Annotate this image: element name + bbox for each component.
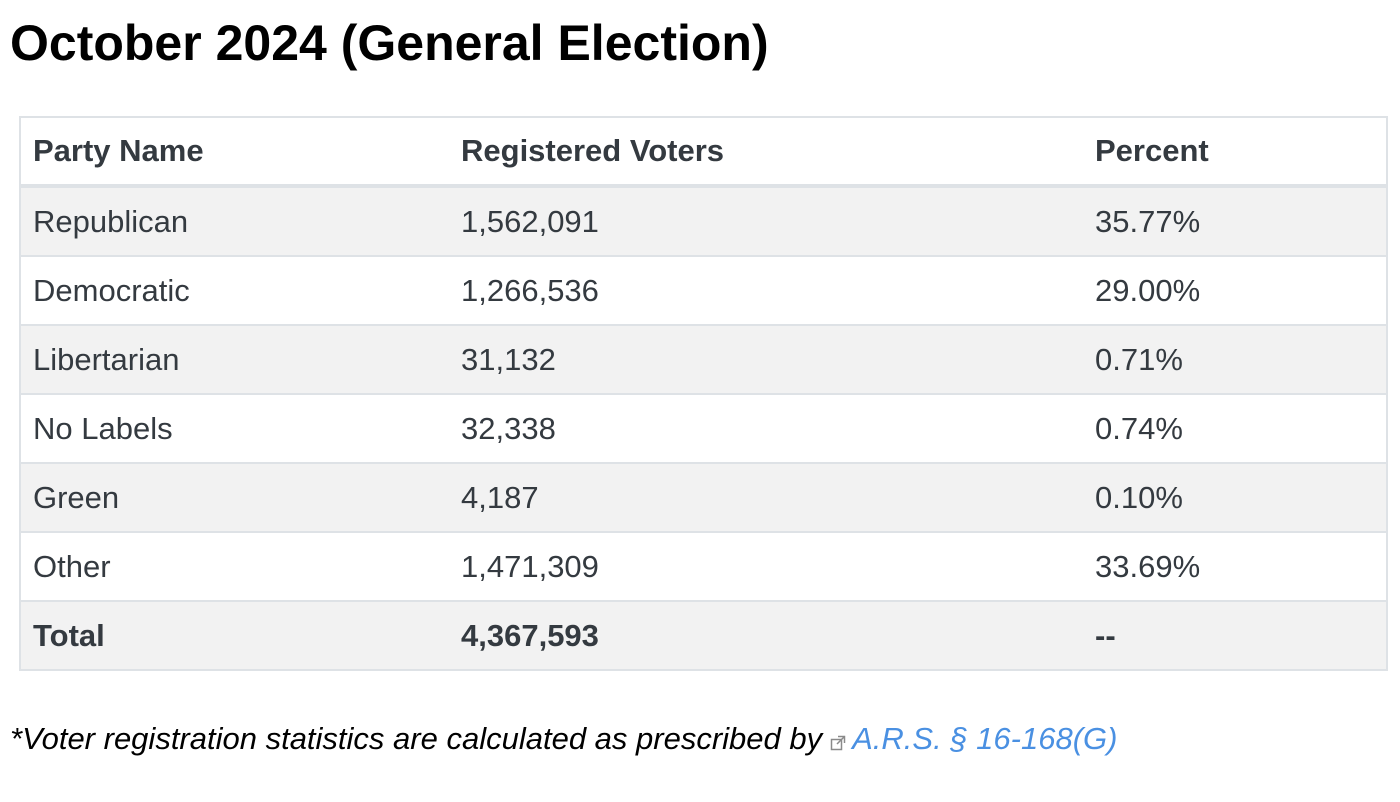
registered-voters-cell: 4,187 xyxy=(449,462,1083,533)
ars-16-168-link[interactable]: A.R.S. § 16-168(G) xyxy=(852,721,1118,756)
party-name-cell: No Labels xyxy=(19,393,449,464)
table-row: Democratic 1,266,536 29.00% xyxy=(19,255,1388,326)
table-row: Republican 1,562,091 35.77% xyxy=(19,185,1388,257)
header-percent: Percent xyxy=(1083,116,1388,188)
table-row: Green 4,187 0.10% xyxy=(19,462,1388,533)
header-party-name: Party Name xyxy=(19,116,449,188)
registered-voters-cell: 1,562,091 xyxy=(449,185,1083,257)
percent-cell: 29.00% xyxy=(1083,255,1388,326)
registered-voters-cell: 31,132 xyxy=(449,324,1083,395)
footnote-text: *Voter registration statistics are calcu… xyxy=(10,721,823,756)
party-name-cell: Democratic xyxy=(19,255,449,326)
total-row: Total 4,367,593 -- xyxy=(19,600,1388,671)
header-registered-voters: Registered Voters xyxy=(449,116,1083,188)
percent-cell: 0.74% xyxy=(1083,393,1388,464)
registered-voters-cell: 32,338 xyxy=(449,393,1083,464)
total-percent-cell: -- xyxy=(1083,600,1388,671)
percent-cell: 0.71% xyxy=(1083,324,1388,395)
external-link-icon xyxy=(830,720,846,751)
footnote: *Voter registration statistics are calcu… xyxy=(10,718,1117,760)
registered-voters-cell: 1,471,309 xyxy=(449,531,1083,602)
voter-registration-table-container: Party Name Registered Voters Percent Rep… xyxy=(19,116,1388,671)
page-title: October 2024 (General Election) xyxy=(10,15,769,71)
party-name-cell: Republican xyxy=(19,185,449,257)
table-row: Other 1,471,309 33.69% xyxy=(19,531,1388,602)
registered-voters-cell: 1,266,536 xyxy=(449,255,1083,326)
table-row: Libertarian 31,132 0.71% xyxy=(19,324,1388,395)
party-name-cell: Green xyxy=(19,462,449,533)
percent-cell: 0.10% xyxy=(1083,462,1388,533)
party-name-cell: Other xyxy=(19,531,449,602)
party-name-cell: Libertarian xyxy=(19,324,449,395)
table-header-row: Party Name Registered Voters Percent xyxy=(19,116,1388,188)
total-label-cell: Total xyxy=(19,600,449,671)
percent-cell: 33.69% xyxy=(1083,531,1388,602)
total-voters-cell: 4,367,593 xyxy=(449,600,1083,671)
table-row: No Labels 32,338 0.74% xyxy=(19,393,1388,464)
percent-cell: 35.77% xyxy=(1083,185,1388,257)
voter-registration-table: Party Name Registered Voters Percent Rep… xyxy=(19,116,1388,671)
